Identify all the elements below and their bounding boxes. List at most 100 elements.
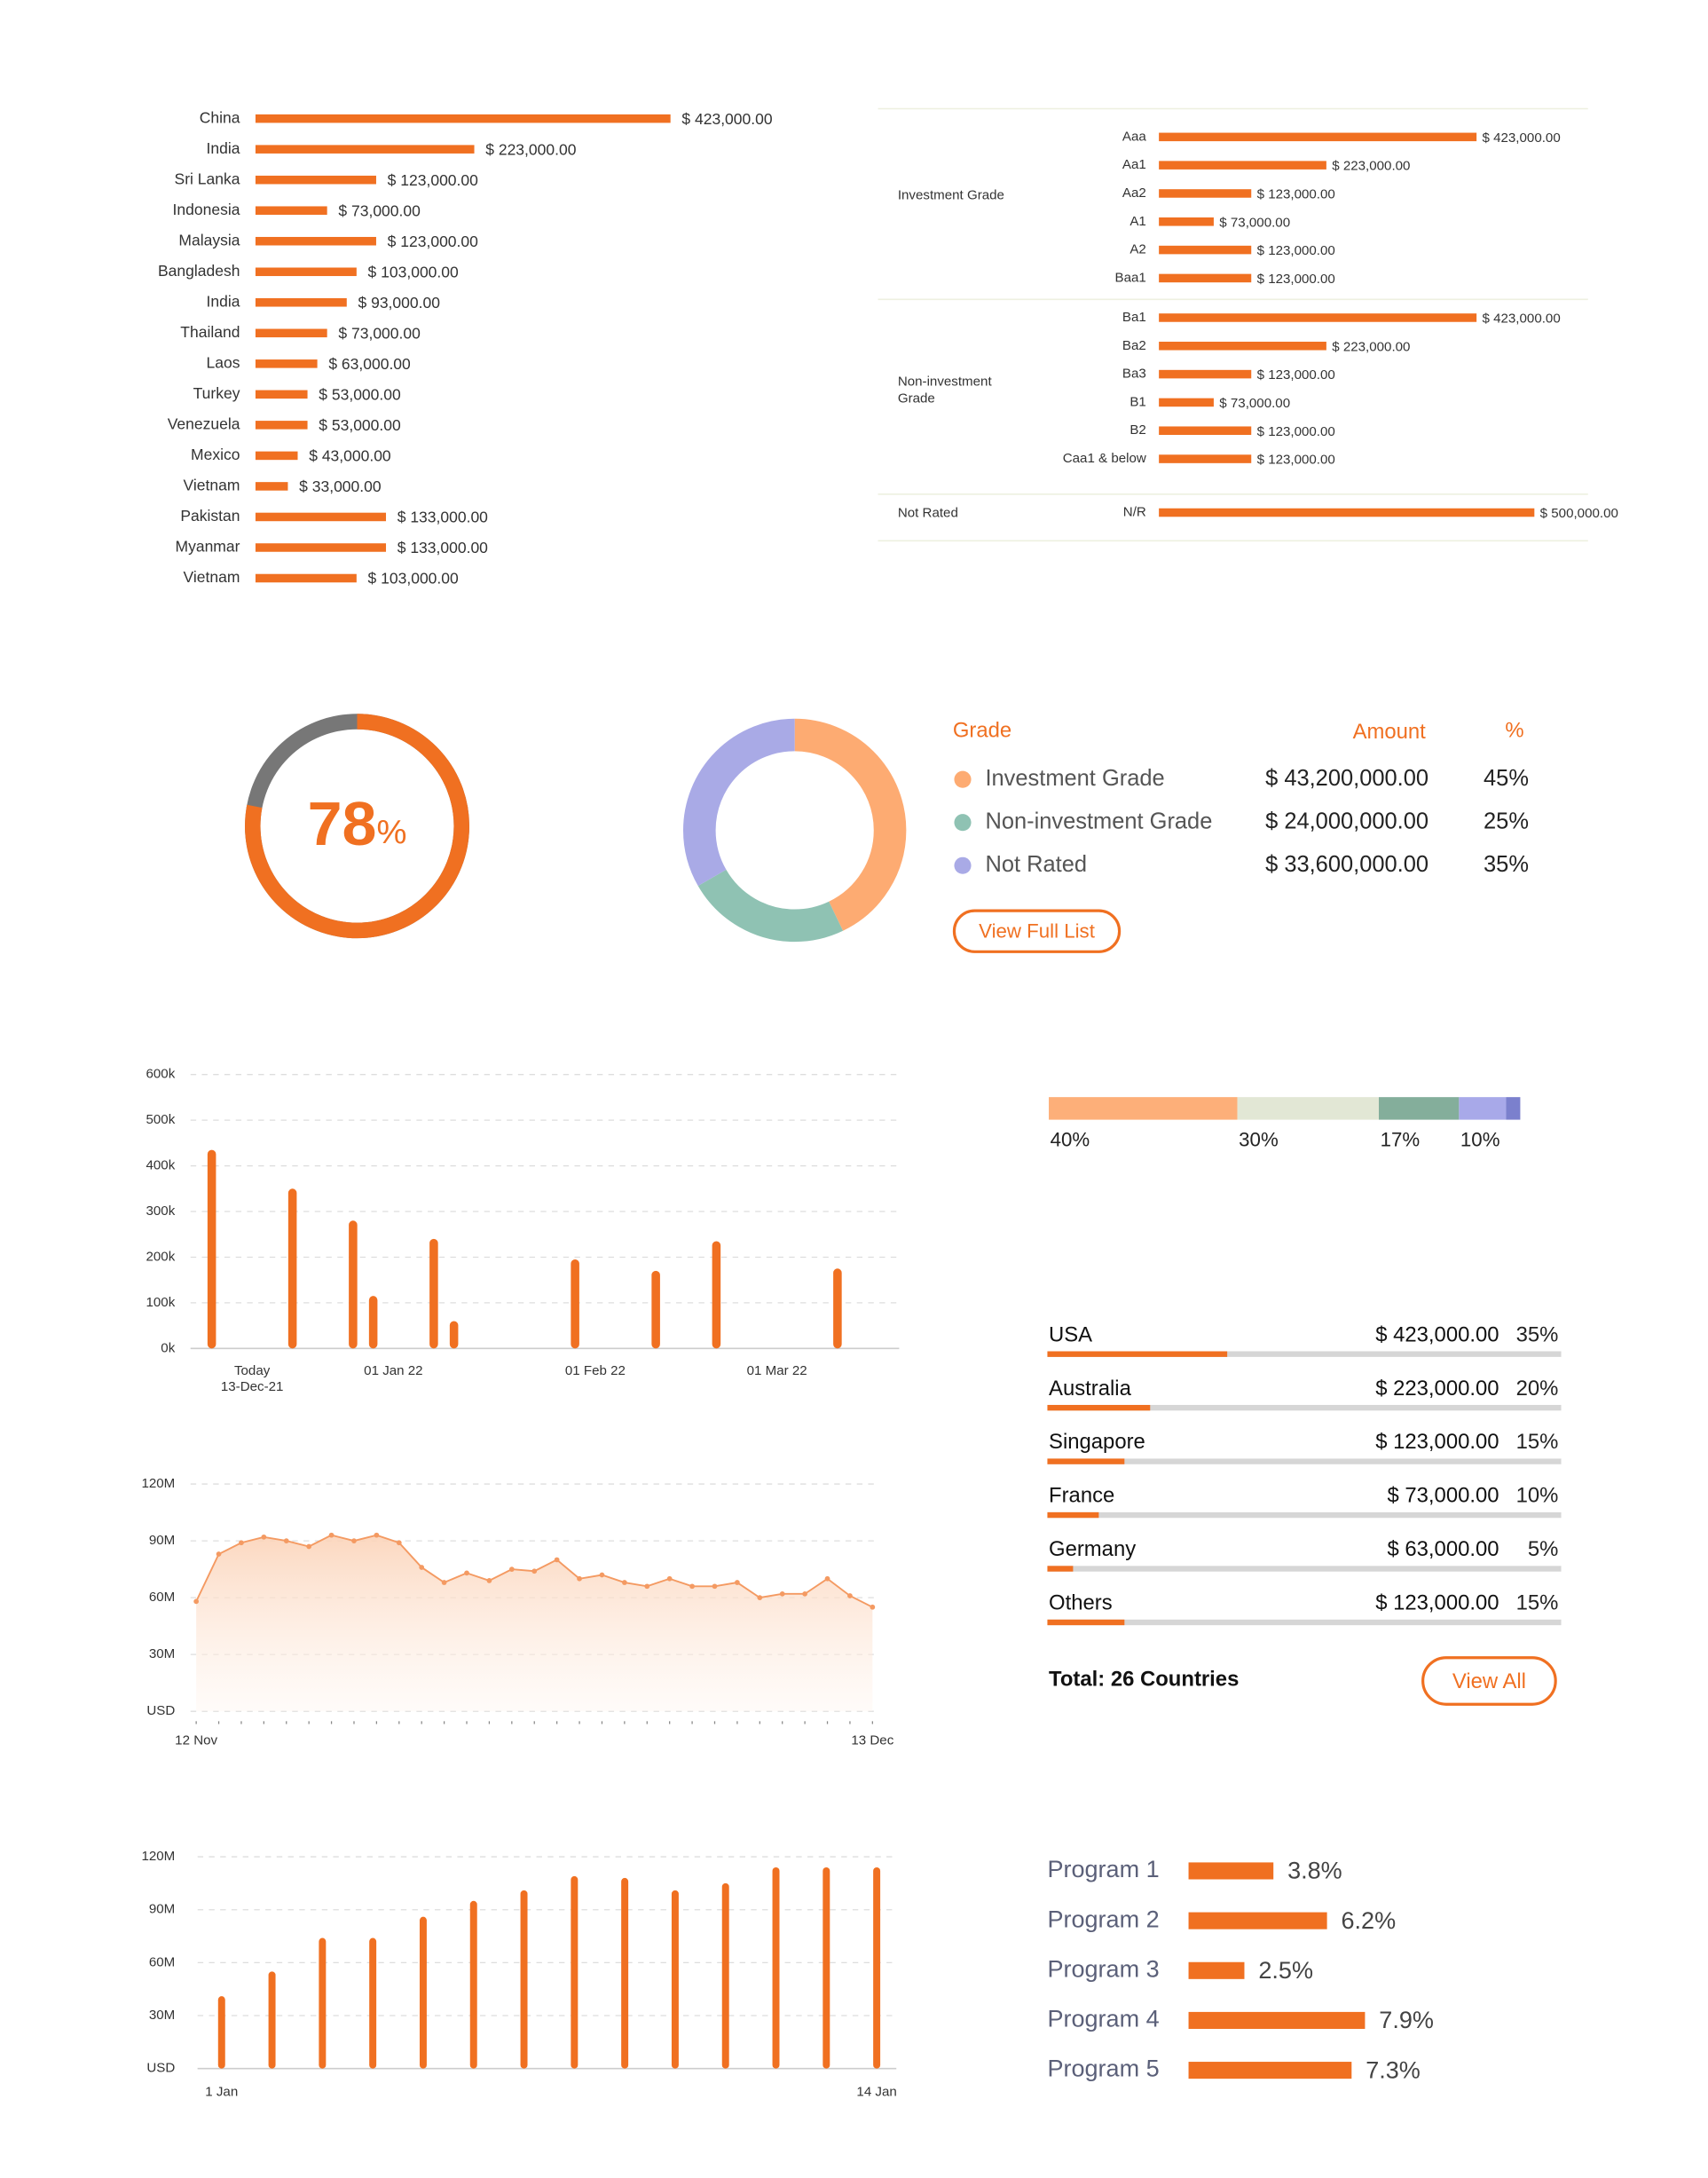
bar: [1159, 132, 1477, 142]
bar-label: Aaa: [1122, 129, 1146, 144]
x-tick-label: 01 Feb 22: [565, 1363, 626, 1378]
bar: [571, 1259, 579, 1349]
percent: 15%: [1516, 1591, 1559, 1615]
point: [644, 1583, 650, 1590]
bar-label: Ba3: [1122, 367, 1146, 382]
value-label: 2.5%: [1258, 1957, 1313, 1984]
point: [328, 1532, 335, 1538]
bar: [1159, 217, 1214, 226]
group-label: Non-investment Grade: [897, 374, 992, 407]
point: [870, 1604, 876, 1610]
segment: [1237, 1097, 1379, 1120]
point: [486, 1578, 492, 1583]
bar-label: Baa1: [1115, 270, 1146, 285]
amount: $ 123,000.00: [1375, 1591, 1499, 1615]
bar: [671, 1890, 679, 2069]
value-label: $ 223,000.00: [1332, 159, 1410, 174]
gauge-value: 78: [308, 789, 377, 858]
value-label: $ 53,000.00: [319, 386, 401, 404]
bar: [255, 482, 288, 491]
bar: [449, 1321, 459, 1349]
point: [824, 1575, 830, 1582]
progress: [1047, 1351, 1228, 1357]
point: [757, 1595, 763, 1600]
legend-dot: [954, 856, 972, 874]
point: [531, 1568, 538, 1574]
bar: [255, 543, 387, 552]
donut-slice: [683, 718, 907, 943]
x-tick-label: 01 Mar 22: [747, 1363, 807, 1378]
group-label-box: Not Rated: [898, 506, 958, 522]
value-label: 3.8%: [1287, 1858, 1342, 1884]
y-tick-label: 30M: [149, 1646, 175, 1661]
legend-label: Investment Grade: [985, 766, 1164, 791]
percent: 25%: [1484, 809, 1529, 833]
bar: [1159, 313, 1477, 322]
x-tick-label: 14 Jan: [856, 2085, 896, 2100]
point: [239, 1540, 244, 1546]
bar: [255, 421, 308, 430]
legend-label: Non-investment Grade: [985, 809, 1212, 833]
bar: [255, 206, 327, 215]
point: [419, 1565, 425, 1570]
button-label[interactable]: View All: [1452, 1669, 1526, 1693]
bar-label: Turkey: [193, 384, 240, 402]
legend-label: Not Rated: [985, 852, 1087, 877]
value-label: $ 103,000.00: [368, 570, 459, 588]
percent: 35%: [1516, 1322, 1559, 1346]
value-label: $ 73,000.00: [1219, 396, 1290, 411]
bar-label: Bangladesh: [158, 262, 240, 280]
button[interactable]: [1421, 1656, 1557, 1706]
bar: [255, 359, 318, 368]
bar: [1159, 426, 1252, 436]
button-label[interactable]: View Full List: [979, 920, 1096, 943]
bar: [217, 1996, 225, 2069]
bar: [520, 1890, 528, 2069]
bar: [823, 1866, 830, 2069]
point: [464, 1570, 469, 1576]
value-label: $ 43,000.00: [309, 447, 391, 465]
x-tick-label: 01 Jan 22: [364, 1363, 422, 1378]
y-tick-label: 500k: [146, 1112, 176, 1127]
country: France: [1049, 1484, 1114, 1508]
group-label: Investment Grade: [897, 187, 1004, 204]
bar: [419, 1916, 427, 2069]
bar: [1159, 398, 1214, 407]
button[interactable]: [952, 909, 1122, 953]
segment: [1459, 1097, 1507, 1120]
point: [802, 1590, 807, 1597]
progress: [1047, 1511, 1099, 1519]
track: [1047, 1351, 1562, 1357]
bar-label: Malaysia: [178, 231, 240, 249]
y-tick-label: 200k: [146, 1249, 176, 1264]
value-label: 7.9%: [1379, 2007, 1434, 2033]
bar: [1188, 2062, 1352, 2079]
amount: $ 43,200,000.00: [1265, 766, 1429, 791]
value-label: $ 73,000.00: [338, 325, 421, 343]
point: [847, 1593, 853, 1598]
value-label: $ 123,000.00: [1257, 367, 1335, 383]
value-label: $ 103,000.00: [368, 263, 459, 280]
bar-label: Venezuela: [168, 414, 240, 432]
point: [216, 1551, 222, 1557]
x-tick-label: 13 Dec: [851, 1733, 893, 1748]
bar-label: Program 3: [1047, 1955, 1159, 1982]
value-label: $ 423,000.00: [1483, 130, 1561, 146]
bar: [1159, 273, 1252, 283]
bar-label: Pakistan: [180, 507, 240, 525]
segment-label: 10%: [1460, 1128, 1500, 1150]
header: %: [1505, 718, 1523, 742]
segment: [1506, 1097, 1521, 1120]
group-label-box: Investment Grade: [897, 187, 1004, 204]
bar: [873, 1866, 881, 2069]
bar-label: Aa1: [1122, 157, 1146, 172]
track: [1047, 1404, 1562, 1411]
bar: [1159, 189, 1252, 198]
value-label: $ 123,000.00: [388, 171, 478, 189]
group-label-box: Non-investment Grade: [897, 374, 992, 407]
point: [577, 1575, 582, 1582]
point: [396, 1540, 402, 1546]
bar-label: Program 1: [1047, 1856, 1159, 1882]
